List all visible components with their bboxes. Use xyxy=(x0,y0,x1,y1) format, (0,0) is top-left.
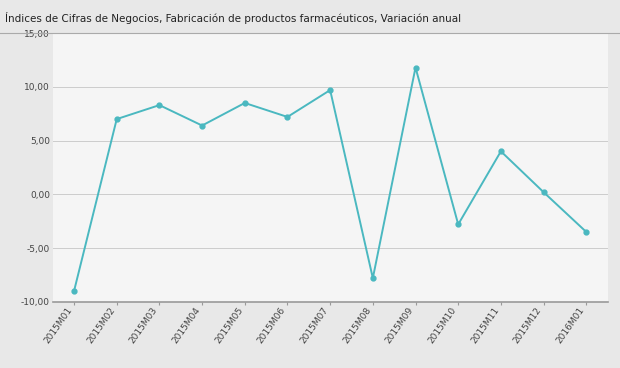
Text: Índices de Cifras de Negocios, Fabricación de productos farmacéuticos, Variación: Índices de Cifras de Negocios, Fabricaci… xyxy=(5,12,461,24)
